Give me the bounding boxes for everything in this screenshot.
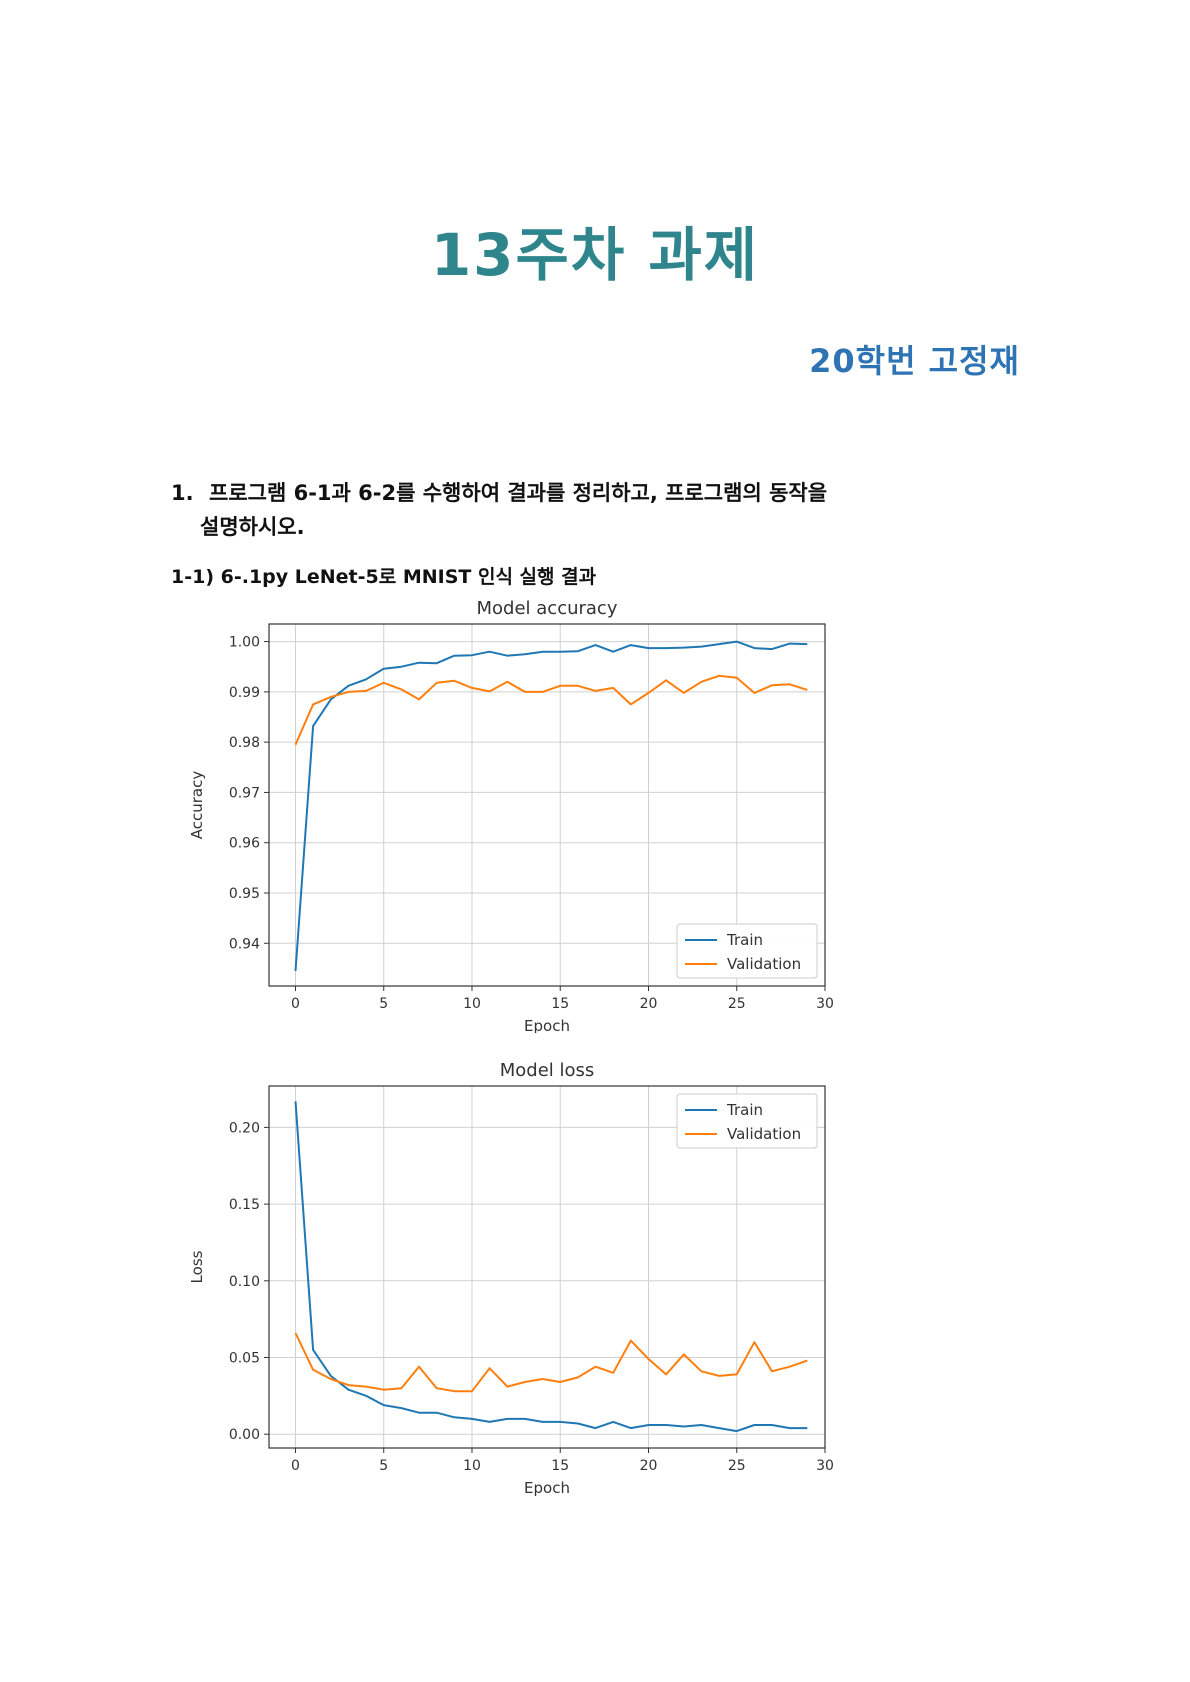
author-line: 20학번 고정재	[809, 342, 1020, 380]
y-tick-label: 0.98	[229, 735, 260, 751]
x-tick-label: 30	[816, 996, 834, 1012]
x-tick-label: 10	[463, 996, 481, 1012]
x-tick-label: 30	[816, 1458, 834, 1474]
chart-title: Model loss	[500, 1060, 595, 1081]
x-tick-label: 20	[640, 996, 658, 1012]
series-line-train	[294, 1101, 808, 1433]
series-line-validation	[294, 674, 808, 746]
question-1: 1. 프로그램 6-1과 6-2를 수행하여 결과를 정리하고, 프로그램의 동작…	[171, 476, 931, 544]
question-text-line1: 프로그램 6-1과 6-2를 수행하여 결과를 정리하고, 프로그램의 동작을	[209, 481, 828, 505]
plot-frame	[268, 623, 826, 987]
y-tick-label: 0.94	[229, 936, 260, 952]
question-text-line2: 설명하시오.	[200, 515, 305, 539]
loss-chart: Model loss 0 5 10 15 20 25 30 0.00 0.05 0.10 0.15 0.…	[180, 1050, 840, 1514]
x-axis-label: Epoch	[524, 1479, 570, 1497]
x-tick-label: 25	[728, 996, 746, 1012]
legend-label-validation: Validation	[727, 955, 801, 973]
x-tick-label: 0	[291, 1458, 300, 1474]
document-title: 13주차 과제	[430, 221, 760, 289]
y-axis-label: Loss	[188, 1250, 206, 1283]
legend-label-train: Train	[726, 1101, 763, 1119]
legend-label-train: Train	[726, 931, 763, 949]
chart-svg: Model accuracy 0 5 10 15 20 25 30 0.94 0.95 0.96 0.…	[188, 598, 834, 1035]
x-axis-label: Epoch	[524, 1017, 570, 1033]
y-tick-label: 0.05	[229, 1351, 260, 1367]
x-tick-label: 20	[640, 1458, 658, 1474]
question-number: 1.	[171, 481, 194, 505]
y-tick-label: 0.15	[229, 1197, 260, 1213]
y-tick-label: 0.96	[229, 836, 260, 852]
y-tick-label: 0.95	[229, 886, 260, 902]
y-tick-label: 1.00	[229, 635, 260, 651]
x-tick-label: 5	[379, 1458, 388, 1474]
section-subheading: 1-1) 6-.1py LeNet-5로 MNIST 인식 실행 결과	[171, 566, 597, 588]
x-tick-label: 25	[728, 1458, 746, 1474]
y-axis-label: Accuracy	[188, 771, 206, 840]
x-tick-label: 5	[379, 996, 388, 1012]
legend-label-validation: Validation	[727, 1125, 801, 1143]
series-line-validation	[294, 1332, 808, 1393]
y-tick-label: 0.00	[229, 1427, 260, 1443]
x-tick-label: 10	[463, 1458, 481, 1474]
x-tick-label: 0	[291, 996, 300, 1012]
chart-title: Model accuracy	[477, 598, 618, 619]
series-line-train	[294, 640, 808, 971]
accuracy-chart: Model accuracy 0 5 10 15 20 25 30 0.94 0.95 0.96 0.…	[180, 588, 840, 1037]
y-tick-label: 0.20	[229, 1120, 260, 1136]
y-tick-label: 0.97	[229, 785, 260, 801]
chart-svg: Model loss 0 5 10 15 20 25 30 0.00 0.05 0.10 0.15 0.…	[188, 1060, 834, 1497]
x-tick-label: 15	[551, 1458, 569, 1474]
x-tick-label: 15	[551, 996, 569, 1012]
y-tick-label: 0.10	[229, 1274, 260, 1290]
y-tick-label: 0.99	[229, 685, 260, 701]
plot-frame	[268, 1085, 826, 1449]
